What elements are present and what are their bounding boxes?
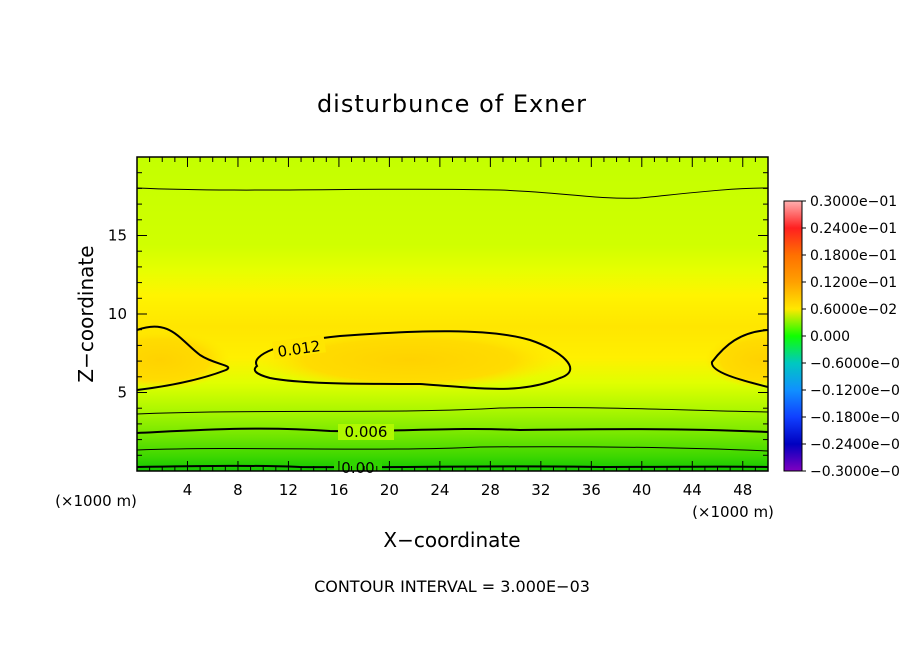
y-tick-label: 15 <box>108 227 127 245</box>
x-tick-label: 40 <box>632 481 651 499</box>
y-axis-label: Z−coordinate <box>74 245 98 382</box>
contour-line-006 <box>137 427 768 434</box>
contour-line-000 <box>137 464 768 469</box>
contour-label-006: 0.006 <box>345 423 388 441</box>
contour-line-012-left-blob <box>137 325 230 391</box>
x-tick-label: 44 <box>683 481 702 499</box>
x-tick-label: 16 <box>329 481 348 499</box>
contour-line-012-right-edge <box>711 329 768 388</box>
x-tick-label: 48 <box>733 481 752 499</box>
contour-line-upper <box>137 187 768 199</box>
x-tick-label: 8 <box>233 481 243 499</box>
contour-field <box>137 157 768 471</box>
y-tick-label: 10 <box>108 305 127 323</box>
colorbar-label: −0.2400e−0 <box>810 437 900 453</box>
contour-line-012-right-blob <box>253 330 572 390</box>
y-tick-label: 5 <box>117 384 127 402</box>
colorbar-label: 0.2400e−01 <box>810 221 897 237</box>
x-unit-right: (×1000 m) <box>692 503 774 521</box>
colorbar-label: −0.3000e−0 <box>810 464 900 480</box>
y-axis: 5 10 15 <box>108 156 768 472</box>
x-tick-label: 24 <box>430 481 449 499</box>
colorbar-label: 0.000 <box>810 329 850 345</box>
colorbar-label: −0.1800e−0 <box>810 410 900 426</box>
contour-label-000: 0.00 <box>341 459 374 477</box>
colorbar-label: −0.6000e−0 <box>810 356 900 372</box>
colorbar-label: −0.1200e−0 <box>810 383 900 399</box>
x-tick-label: 12 <box>279 481 298 499</box>
contour-line-upper-mid <box>137 407 768 415</box>
colorbar: 0.3000e−01 0.2400e−01 0.1800e−01 0.1200e−01… <box>783 194 900 480</box>
colorbar-label: 0.1800e−01 <box>810 248 897 264</box>
x-unit-left: (×1000 m) <box>55 492 137 510</box>
x-tick-label: 32 <box>531 481 550 499</box>
x-tick-label: 28 <box>481 481 500 499</box>
contour-line-lower-mid <box>137 446 768 452</box>
colorbar-label: 0.1200e−01 <box>810 275 897 291</box>
x-tick-label: 4 <box>183 481 193 499</box>
x-tick-label: 20 <box>380 481 399 499</box>
x-axis-label: X−coordinate <box>383 528 520 552</box>
x-axis: 4 8 12 16 20 24 28 32 36 40 44 48 <box>136 157 769 499</box>
x-tick-label: 36 <box>582 481 601 499</box>
colorbar-label: 0.6000e−02 <box>810 302 897 318</box>
colorbar-label: 0.3000e−01 <box>810 194 897 210</box>
colorbar-scale <box>783 200 803 472</box>
chart-title: disturbunce of Exner <box>317 90 587 118</box>
contour-interval-note: CONTOUR INTERVAL = 3.000E−03 <box>314 577 590 596</box>
contour-label-012: 0.012 <box>276 337 321 361</box>
